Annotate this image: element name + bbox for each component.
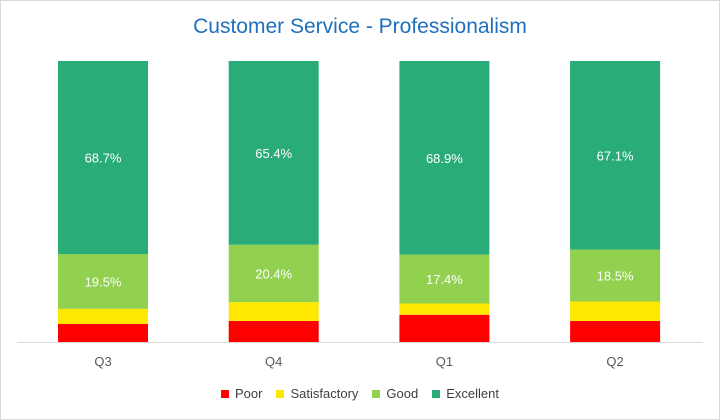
legend-label: Good	[386, 386, 419, 401]
bar-segment-excellent-q2	[570, 61, 661, 250]
bar-segment-good-q4	[228, 244, 319, 303]
bar-segment-excellent-q4	[228, 61, 319, 245]
data-label: 18.5%	[597, 269, 634, 284]
x-tick-label: Q4	[265, 354, 282, 369]
bar-segment-satisfactory-q3	[58, 308, 148, 325]
data-label: 67.1%	[597, 148, 634, 163]
bar-segment-good-q3	[58, 254, 148, 309]
bar-segment-satisfactory-q2	[570, 301, 661, 321]
bar-segment-good-q2	[570, 249, 661, 302]
legend-label: Satisfactory	[290, 386, 359, 401]
bar-segment-excellent-q3	[58, 61, 148, 255]
data-label: 65.4%	[255, 146, 292, 161]
bar-segment-excellent-q1	[399, 61, 490, 255]
data-label: 17.4%	[426, 272, 463, 287]
data-label: 68.9%	[426, 151, 463, 166]
legend-label: Poor	[235, 386, 263, 401]
legend-label: Excellent	[446, 386, 499, 401]
bar-segment-good-q1	[399, 254, 490, 304]
bar-segment-poor-q2	[570, 320, 661, 342]
legend-swatch	[276, 389, 285, 398]
legend-item-good: Good	[372, 386, 418, 401]
bar-segment-poor-q4	[228, 320, 319, 342]
legend-item-poor: Poor	[221, 386, 262, 401]
chart-title: Customer Service - Professionalism	[193, 15, 527, 38]
data-label: 19.5%	[85, 274, 122, 289]
data-label: 20.4%	[255, 266, 292, 281]
legend-swatch	[372, 389, 381, 398]
legend: Poor Satisfactory Good Excellent	[1, 386, 719, 401]
bar-segment-satisfactory-q1	[399, 303, 490, 315]
legend-swatch	[432, 389, 441, 398]
bar-segment-poor-q3	[58, 324, 148, 342]
x-tick-label: Q2	[606, 354, 623, 369]
bar-segment-satisfactory-q4	[228, 302, 319, 321]
x-tick-label: Q1	[436, 354, 453, 369]
legend-item-excellent: Excellent	[432, 386, 499, 401]
x-tick-label: Q3	[94, 354, 111, 369]
data-label: 68.7%	[85, 151, 122, 166]
legend-swatch	[221, 389, 230, 398]
bar-segment-poor-q1	[399, 314, 490, 342]
legend-item-satisfactory: Satisfactory	[276, 386, 358, 401]
